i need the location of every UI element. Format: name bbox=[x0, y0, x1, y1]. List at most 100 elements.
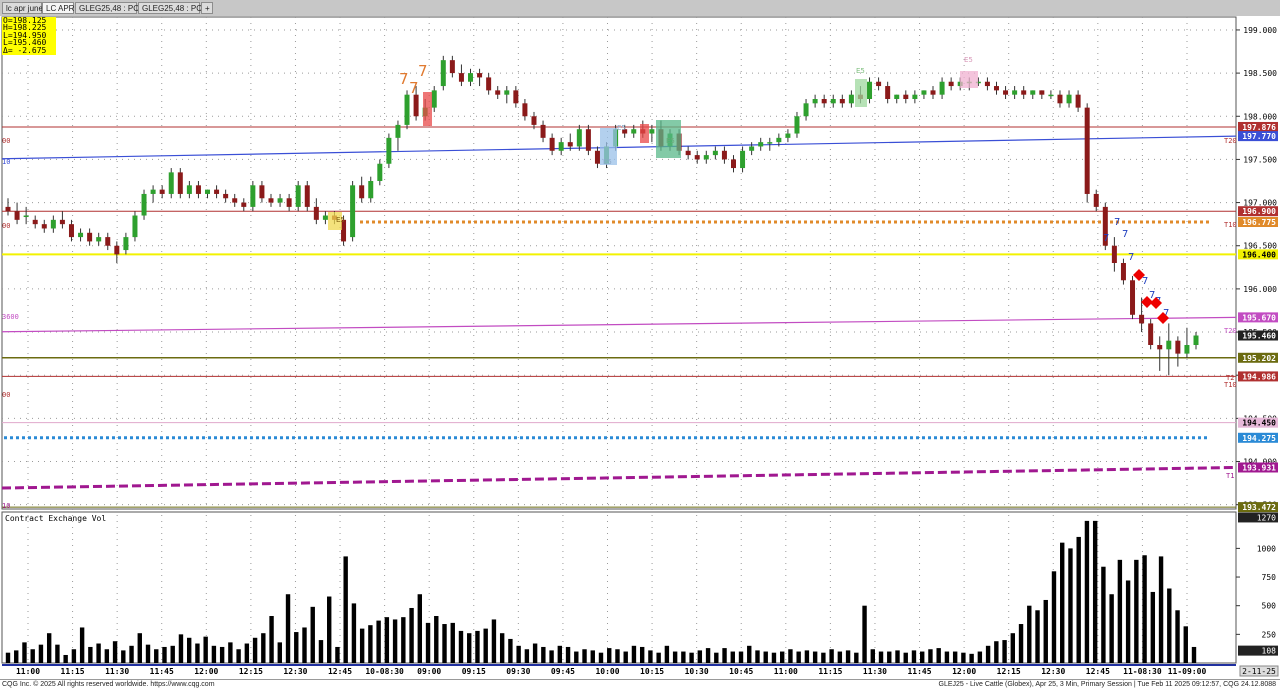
candle-body bbox=[1193, 335, 1199, 345]
volume-bar bbox=[755, 650, 760, 663]
chart-tab[interactable]: lc apr june bbox=[2, 2, 43, 14]
candle-body bbox=[785, 133, 791, 138]
candle-body bbox=[205, 189, 211, 194]
price-tick-label: 194.000 bbox=[1243, 458, 1277, 467]
price-level-label: 197.770 bbox=[1242, 132, 1276, 141]
volume-bar bbox=[327, 596, 332, 663]
price-level-label: 193.472 bbox=[1242, 503, 1276, 512]
volume-bar bbox=[1084, 520, 1090, 663]
volume-bar bbox=[1018, 624, 1024, 663]
candle-body bbox=[821, 99, 827, 104]
volume-bar bbox=[541, 646, 546, 663]
volume-bar bbox=[565, 646, 571, 663]
pattern-mark: 7 bbox=[1122, 229, 1128, 240]
price-level-label: 193.931 bbox=[1242, 463, 1276, 472]
volume-panel-title: Contract Exchange Vol bbox=[5, 514, 106, 523]
candle-body bbox=[1111, 245, 1117, 263]
volume-bar bbox=[895, 650, 900, 663]
volume-bar bbox=[442, 624, 447, 663]
volume-bar bbox=[788, 649, 793, 663]
volume-bar bbox=[22, 642, 27, 663]
volume-bar bbox=[1101, 566, 1106, 663]
status-footer: CQG Inc. © 2025 All rights reserved worl… bbox=[0, 679, 1280, 690]
pattern-mark: 7 bbox=[1103, 233, 1109, 244]
time-tick-label: 11:45 bbox=[907, 667, 931, 676]
price-level-line bbox=[1, 135, 1237, 160]
candle-body bbox=[812, 99, 818, 104]
volume-bar bbox=[887, 651, 892, 663]
candle-body bbox=[96, 237, 102, 242]
pattern-mark: E5 bbox=[336, 216, 345, 224]
price-level-label: 194.986 bbox=[1242, 372, 1276, 381]
candle-body bbox=[721, 150, 727, 160]
time-tick-label: 11-09:00 bbox=[1168, 667, 1207, 676]
candle-body bbox=[223, 193, 229, 199]
candle-body bbox=[1093, 193, 1099, 207]
candle-body bbox=[894, 94, 900, 99]
volume-bar bbox=[195, 643, 200, 663]
volume-bar bbox=[796, 651, 801, 663]
signal-diamond bbox=[1150, 297, 1162, 309]
chart-tab[interactable]: GLEG25,48 : PCB bbox=[138, 2, 207, 14]
new-tab-button[interactable]: + bbox=[201, 2, 213, 14]
candle-body bbox=[740, 150, 746, 169]
price-level-tag bbox=[1238, 131, 1278, 142]
candle-body bbox=[803, 103, 809, 117]
signal-diamond bbox=[1141, 296, 1153, 308]
volume-bar bbox=[121, 650, 126, 663]
volume-bar bbox=[903, 652, 908, 663]
candle-body bbox=[159, 189, 165, 194]
volume-bar bbox=[154, 649, 159, 663]
candle-body bbox=[105, 237, 111, 246]
line-end-tag: 00 bbox=[2, 222, 10, 230]
volume-bar bbox=[1060, 542, 1065, 663]
candle-body bbox=[839, 99, 845, 104]
volume-bar bbox=[532, 643, 538, 663]
volume-bar bbox=[1125, 580, 1131, 663]
volume-bar bbox=[631, 645, 637, 663]
candle-body bbox=[540, 124, 546, 138]
signal-highlight bbox=[600, 128, 617, 165]
candle-body bbox=[41, 224, 47, 229]
volume-bar bbox=[104, 649, 110, 663]
candle-body bbox=[558, 142, 564, 151]
pattern-mark: E5 bbox=[856, 67, 865, 75]
volume-bar bbox=[557, 645, 563, 663]
ohlc-readout: O=198.125 H=198.225 L=194.950 L=195.460 … bbox=[2, 16, 56, 55]
candle-body bbox=[268, 198, 274, 203]
volume-bar bbox=[252, 637, 258, 663]
candle-body bbox=[984, 81, 990, 87]
volume-bar bbox=[730, 651, 735, 663]
candle-body bbox=[114, 245, 120, 255]
candle-body bbox=[322, 215, 328, 220]
volume-bar bbox=[170, 645, 175, 663]
candle-body bbox=[1139, 314, 1145, 324]
chart-tab[interactable]: LC APR bbox=[42, 2, 74, 14]
line-end-tag: T2 bbox=[1226, 374, 1234, 382]
volume-bar bbox=[277, 642, 282, 663]
pattern-mark: E5 bbox=[666, 137, 675, 145]
volume-bar bbox=[1142, 555, 1147, 663]
volume-bar bbox=[359, 628, 365, 663]
price-level-tag bbox=[1238, 121, 1278, 132]
volume-bar bbox=[985, 645, 991, 663]
ohlc-low: L=194.950 bbox=[3, 30, 47, 40]
volume-bar bbox=[648, 650, 653, 663]
line-end-tag: 3600 bbox=[2, 313, 19, 321]
candle-body bbox=[87, 232, 93, 242]
chart-tab[interactable]: GLEG25,48 : PCB bbox=[75, 2, 144, 14]
volume-bar bbox=[911, 650, 917, 663]
candle-body bbox=[712, 150, 718, 156]
volume-bar bbox=[779, 651, 785, 663]
volume-bar bbox=[582, 649, 587, 663]
candle-body bbox=[132, 215, 138, 238]
signal-highlight bbox=[328, 212, 342, 230]
volume-bar bbox=[549, 650, 554, 663]
volume-bar bbox=[508, 638, 513, 663]
volume-bar bbox=[574, 651, 579, 663]
price-level-tag bbox=[1238, 417, 1278, 428]
volume-bar bbox=[705, 648, 711, 663]
candle-body bbox=[177, 172, 183, 194]
volume-bar bbox=[771, 652, 777, 663]
